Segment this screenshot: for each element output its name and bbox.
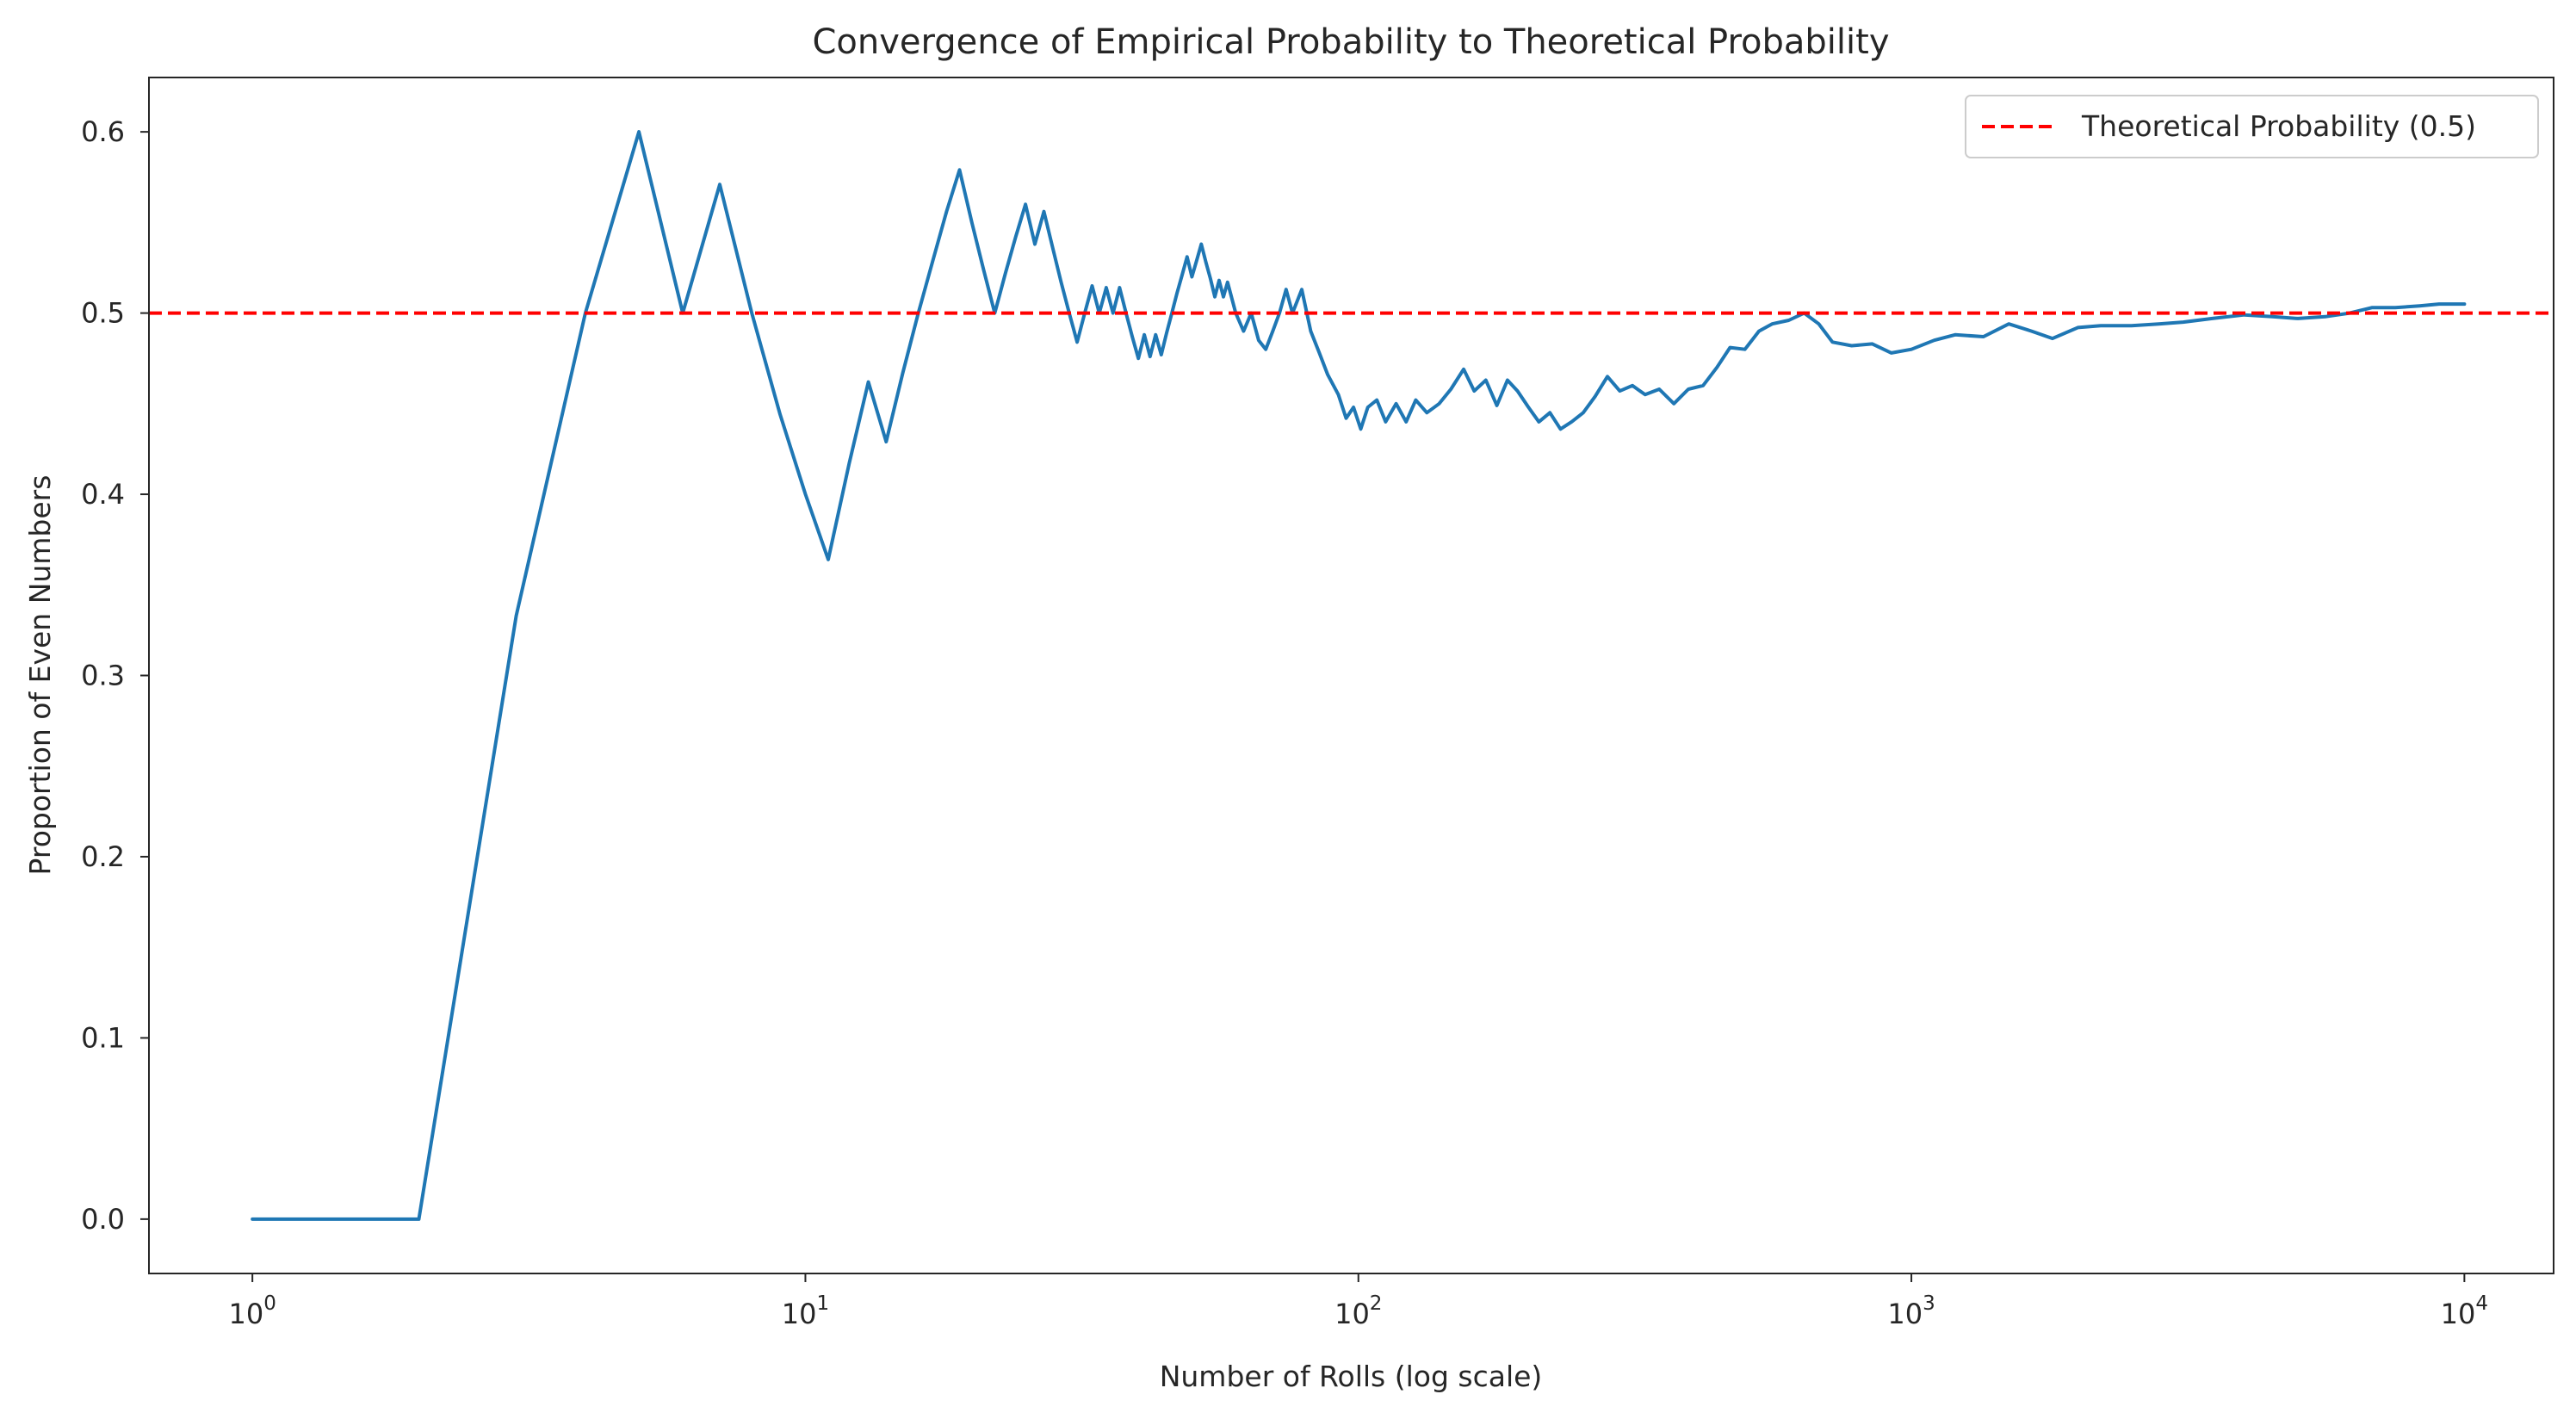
y-tick-label: 0.2 [81,840,125,873]
y-tick-label: 0.5 [81,297,125,330]
y-tick-label: 0.1 [81,1021,125,1054]
x-axis-label: Number of Rolls (log scale) [1160,1360,1543,1393]
x-tick-label: 101 [782,1292,829,1330]
plot-area [149,130,2554,1221]
chart-title: Convergence of Empirical Probability to … [813,22,1890,62]
y-tick-label: 0.3 [81,660,125,692]
legend-box [1965,95,2539,158]
x-tick-label: 100 [228,1292,276,1330]
y-tick-label: 0.4 [81,478,125,511]
x-axis-ticks: 100 101 102 103 104 [228,1273,2488,1330]
x-tick-label: 104 [2441,1292,2488,1330]
y-axis-label: Proportion of Even Numbers [23,475,57,876]
y-axis-ticks: 0.0 0.1 0.2 0.3 0.4 0.5 0.6 [81,115,149,1236]
y-tick-label: 0.0 [81,1203,125,1236]
x-tick-label: 103 [1887,1292,1935,1330]
x-tick-label: 102 [1334,1292,1382,1330]
series-line-empirical [251,130,2467,1221]
legend-label-theoretical: Theoretical Probability (0.5) [2081,109,2476,143]
y-tick-label: 0.6 [81,115,125,148]
legend: Theoretical Probability (0.5) [1965,95,2539,158]
